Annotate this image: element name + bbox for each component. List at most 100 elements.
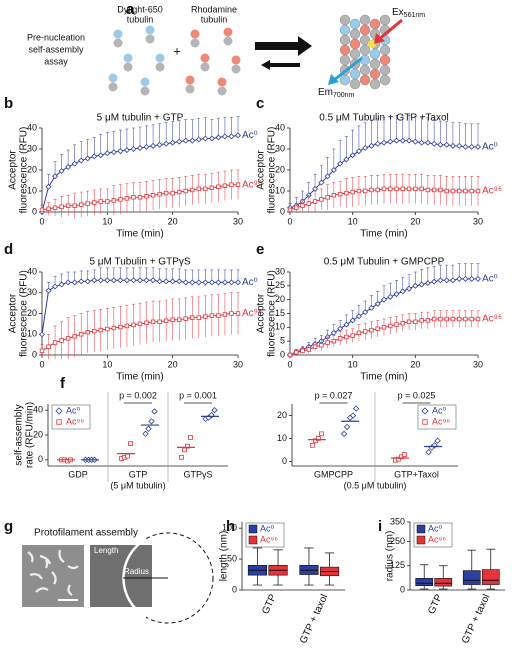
excitation-label: Ex561nm	[392, 7, 425, 19]
marker	[182, 279, 189, 286]
marker	[431, 316, 437, 322]
em-sub: 700nm	[333, 92, 355, 99]
marker	[85, 201, 90, 206]
x-axis-label: Time (min)	[116, 229, 163, 240]
tubule-subunit	[369, 68, 381, 80]
marker	[362, 309, 369, 316]
series-label: Ac⁹⁶	[482, 314, 502, 325]
marker	[375, 187, 380, 193]
marker	[216, 184, 221, 189]
marker	[91, 153, 98, 160]
marker	[431, 140, 438, 147]
marker	[413, 186, 418, 192]
y-axis-label: radius (nm)	[385, 531, 396, 582]
marker	[412, 138, 419, 145]
marker	[118, 197, 123, 202]
box	[462, 570, 481, 585]
marker	[350, 333, 355, 338]
marker	[222, 183, 228, 188]
marker	[189, 279, 196, 286]
marker	[39, 331, 45, 338]
y-tick-label: 0	[38, 454, 43, 464]
y-tick-label: 20	[277, 410, 287, 420]
marker	[330, 167, 337, 173]
marker	[444, 188, 449, 194]
marker	[208, 135, 215, 142]
marker	[163, 318, 169, 323]
marker	[85, 329, 90, 335]
marker	[337, 191, 343, 197]
tubulin-subunit	[217, 86, 227, 96]
marker	[431, 187, 437, 193]
micrograph	[90, 545, 152, 607]
marker	[475, 275, 481, 282]
marker	[352, 405, 360, 412]
tubule-subunit	[339, 74, 351, 86]
marker	[438, 187, 443, 193]
marker	[399, 137, 406, 144]
marker	[190, 187, 195, 193]
y-tick-label: 0	[32, 206, 37, 216]
marker	[406, 186, 412, 192]
marker	[130, 146, 137, 152]
donor-label: tubulin	[127, 14, 154, 24]
p-value: p = 0.027	[315, 390, 353, 400]
assay-title: assay	[44, 56, 68, 66]
category-note: (5 μM tubulin)	[110, 480, 165, 490]
series-label: Ac⁹⁶	[242, 308, 262, 319]
y-tick-label: 10	[275, 322, 285, 332]
marker	[59, 204, 64, 209]
tubulin-subunit	[145, 34, 155, 44]
tubulin-subunit	[223, 36, 233, 46]
marker	[144, 194, 149, 199]
y-axis-label: Acceptor	[256, 293, 267, 333]
y-tick-label: 100	[222, 523, 237, 533]
tubulin-subunit	[223, 27, 233, 37]
forward-arrow	[255, 36, 312, 56]
marker	[456, 142, 463, 149]
marker	[208, 411, 215, 419]
y-axis-label: rate (RFU/min)	[25, 402, 36, 468]
x-tick-label: 20	[168, 216, 178, 226]
marker	[45, 287, 52, 294]
marker	[78, 157, 85, 164]
marker	[130, 277, 137, 284]
x-tick-label: 20	[410, 359, 420, 369]
tubulin-subunit	[155, 62, 165, 72]
marker	[475, 316, 481, 322]
y-axis-label: Acceptor	[256, 150, 267, 190]
marker	[176, 317, 182, 322]
legend-swatch	[248, 524, 258, 534]
x-tick-label: 10	[348, 216, 358, 226]
category-label: GTP+Taxol	[394, 469, 439, 479]
em-text: Em	[318, 87, 333, 98]
tubule-subunit	[349, 28, 361, 40]
tubule-subunit	[339, 14, 351, 26]
marker	[110, 277, 117, 284]
marker	[375, 326, 380, 331]
marker	[137, 144, 143, 151]
panel-label: f	[60, 375, 66, 392]
p-value: p = 0.025	[398, 390, 436, 400]
tubulin-subunit	[140, 77, 150, 87]
marker	[170, 317, 175, 322]
marker	[374, 300, 381, 307]
acceptor-label: tubulin	[201, 14, 228, 24]
y-tick-label: 40	[27, 266, 37, 276]
x-axis-label: Time (min)	[360, 229, 407, 240]
panel-label: h	[226, 518, 235, 535]
tubulin-subunit	[190, 38, 200, 48]
marker	[59, 338, 64, 343]
tubulin-subunit	[190, 29, 200, 39]
marker	[294, 350, 299, 355]
marker	[110, 149, 117, 156]
marker	[362, 329, 368, 334]
marker	[182, 137, 189, 144]
marker	[431, 278, 438, 285]
marker	[456, 316, 462, 322]
radius-label: Radius	[124, 567, 149, 576]
marker	[176, 189, 182, 195]
y-tick-label: 30	[275, 266, 285, 276]
emission-arrowhead	[328, 74, 339, 85]
marker	[344, 334, 349, 340]
